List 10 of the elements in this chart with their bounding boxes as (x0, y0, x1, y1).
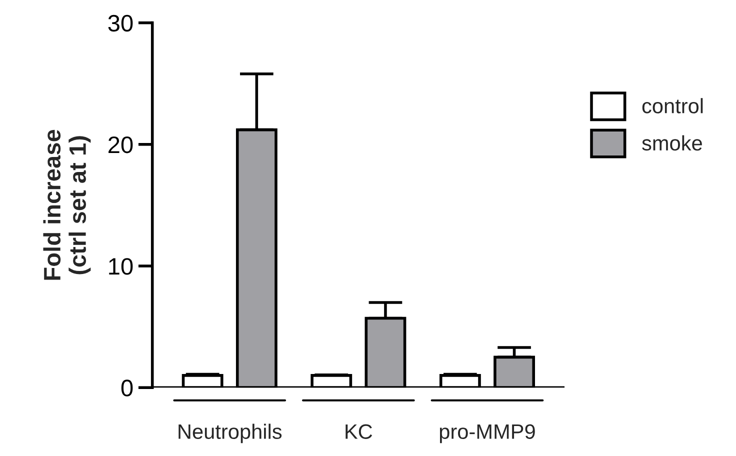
legend-label: control (642, 98, 703, 114)
x-tick-label: KC (346, 424, 372, 440)
y-tick-label: 30 (108, 14, 133, 32)
y-tick-label: 10 (109, 258, 133, 275)
y-axis-title: Fold increase (ctrl set at 1) (43, 130, 91, 280)
x-tick-label: Neutrophils (178, 424, 282, 444)
x-tick-label: pro-MMP9 (440, 424, 535, 444)
y-tick-label: 0 (121, 380, 133, 396)
y-tick-label: 20 (108, 136, 133, 154)
legend-label: smoke (642, 135, 702, 151)
